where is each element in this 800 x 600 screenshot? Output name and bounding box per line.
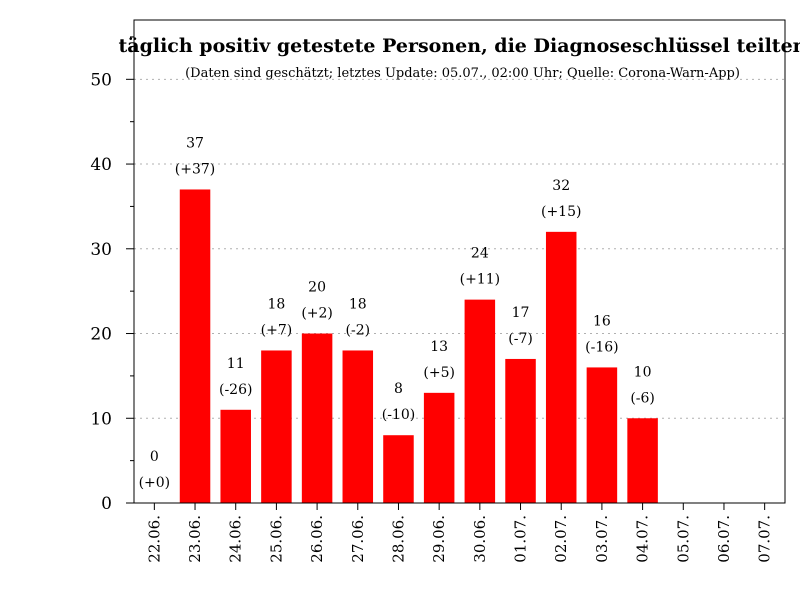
bar-change-label: (+0) xyxy=(139,475,171,491)
bar-value-label: 18 xyxy=(267,296,285,312)
bar xyxy=(627,418,658,503)
bar xyxy=(383,435,414,503)
y-tick-label: 10 xyxy=(90,409,112,429)
chart-subtitle: (Daten sind geschätzt; letztes Update: 0… xyxy=(185,66,740,81)
bar-change-label: (+5) xyxy=(423,365,455,381)
bar-value-label: 0 xyxy=(150,449,159,465)
bar xyxy=(342,350,374,503)
bar-change-label: (+37) xyxy=(175,161,215,177)
y-tick-label: 40 xyxy=(90,155,112,175)
x-tick-label: 22.06. xyxy=(145,515,163,563)
bar-change-label: (-6) xyxy=(630,390,655,406)
x-tick-label: 29.06. xyxy=(430,515,448,563)
chart-title: täglich positiv getestete Personen, die … xyxy=(119,35,800,57)
bar-value-label: 37 xyxy=(186,135,204,151)
ticks: 0 10 20 30 40 50 22.06. 23.06. 24.06. 25.06. 26.06… xyxy=(90,36,774,563)
x-tick-label: 30.06. xyxy=(471,515,489,563)
bar-change-label: (+15) xyxy=(541,204,581,220)
x-tick-label: 01.07. xyxy=(512,515,530,563)
bar-value-label: 8 xyxy=(394,381,403,397)
x-tick-label: 23.06. xyxy=(186,515,204,563)
x-tick-label: 05.07. xyxy=(674,515,692,563)
x-tick-label: 26.06. xyxy=(308,515,326,563)
bar-value-label: 10 xyxy=(634,364,652,380)
y-tick-label: 0 xyxy=(101,494,112,514)
x-tick-label: 02.07. xyxy=(552,515,570,563)
bars xyxy=(179,189,658,503)
bar-change-label: (+2) xyxy=(301,306,333,322)
x-tick-label: 04.07. xyxy=(634,515,652,563)
bar xyxy=(464,299,496,503)
x-tick-label: 24.06. xyxy=(227,515,245,563)
bar xyxy=(301,333,333,503)
bar-change-label: (-7) xyxy=(508,331,533,347)
bar xyxy=(586,367,618,503)
y-tick-label: 20 xyxy=(90,325,112,345)
bar-value-label: 16 xyxy=(593,313,611,329)
bar-value-label: 20 xyxy=(308,280,326,296)
plot-frame xyxy=(133,19,786,504)
bar xyxy=(423,392,455,503)
bar-value-label: 17 xyxy=(512,305,530,321)
bar-value-label: 13 xyxy=(430,339,448,355)
bar-value-label: 11 xyxy=(227,356,245,372)
bar-change-label: (-16) xyxy=(585,339,618,355)
bar-change-label: (-10) xyxy=(382,407,415,423)
data-labels: 0 (+0) 37 (+37) 11 (-26) 18 (+7) 20 (+2) 18 (-2) 8 (-… xyxy=(139,135,655,491)
x-tick-label: 03.07. xyxy=(593,515,611,563)
bar xyxy=(179,189,211,503)
bar-change-label: (-2) xyxy=(346,322,371,338)
x-tick-label: 06.07. xyxy=(715,515,733,563)
y-tick-label: 50 xyxy=(90,70,112,90)
x-tick-label: 25.06. xyxy=(267,515,285,563)
bar xyxy=(505,358,536,503)
x-tick-label: 27.06. xyxy=(349,515,367,563)
bar-value-label: 24 xyxy=(471,246,489,262)
axes xyxy=(133,19,786,504)
bar-change-label: (+7) xyxy=(261,322,293,338)
bar-value-label: 18 xyxy=(349,296,367,312)
bar xyxy=(545,231,577,503)
bar-change-label: (-26) xyxy=(219,382,252,398)
x-tick-label: 28.06. xyxy=(389,515,407,563)
bar xyxy=(261,350,292,503)
bar xyxy=(220,409,251,503)
x-tick-label: 07.07. xyxy=(756,515,774,563)
bar-value-label: 32 xyxy=(552,178,570,194)
y-tick-label: 30 xyxy=(90,240,112,260)
bar-change-label: (+11) xyxy=(460,272,500,288)
